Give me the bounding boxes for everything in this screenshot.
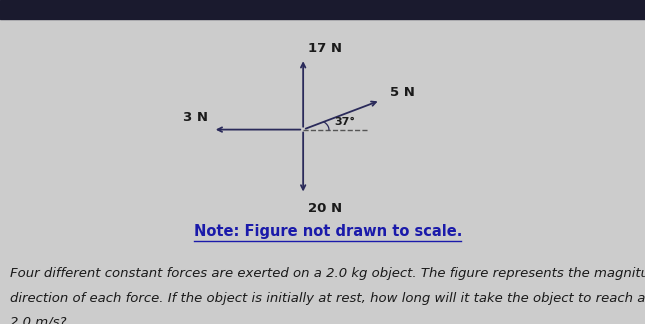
Bar [0, 0, 645, 19]
Text: 2.0 m/s?: 2.0 m/s? [10, 316, 66, 324]
Text: 3 N: 3 N [183, 111, 208, 124]
Text: direction of each force. If the object is initially at rest, how long will it ta: direction of each force. If the object i… [10, 292, 645, 305]
Text: Note: Figure not drawn to scale.: Note: Figure not drawn to scale. [194, 224, 462, 239]
Text: 20 N: 20 N [308, 202, 342, 215]
Text: 17 N: 17 N [308, 42, 342, 55]
Text: 5 N: 5 N [390, 86, 415, 99]
Text: Four different constant forces are exerted on a 2.0 kg object. The figure repres: Four different constant forces are exert… [10, 267, 645, 280]
Text: 37°: 37° [334, 117, 355, 127]
